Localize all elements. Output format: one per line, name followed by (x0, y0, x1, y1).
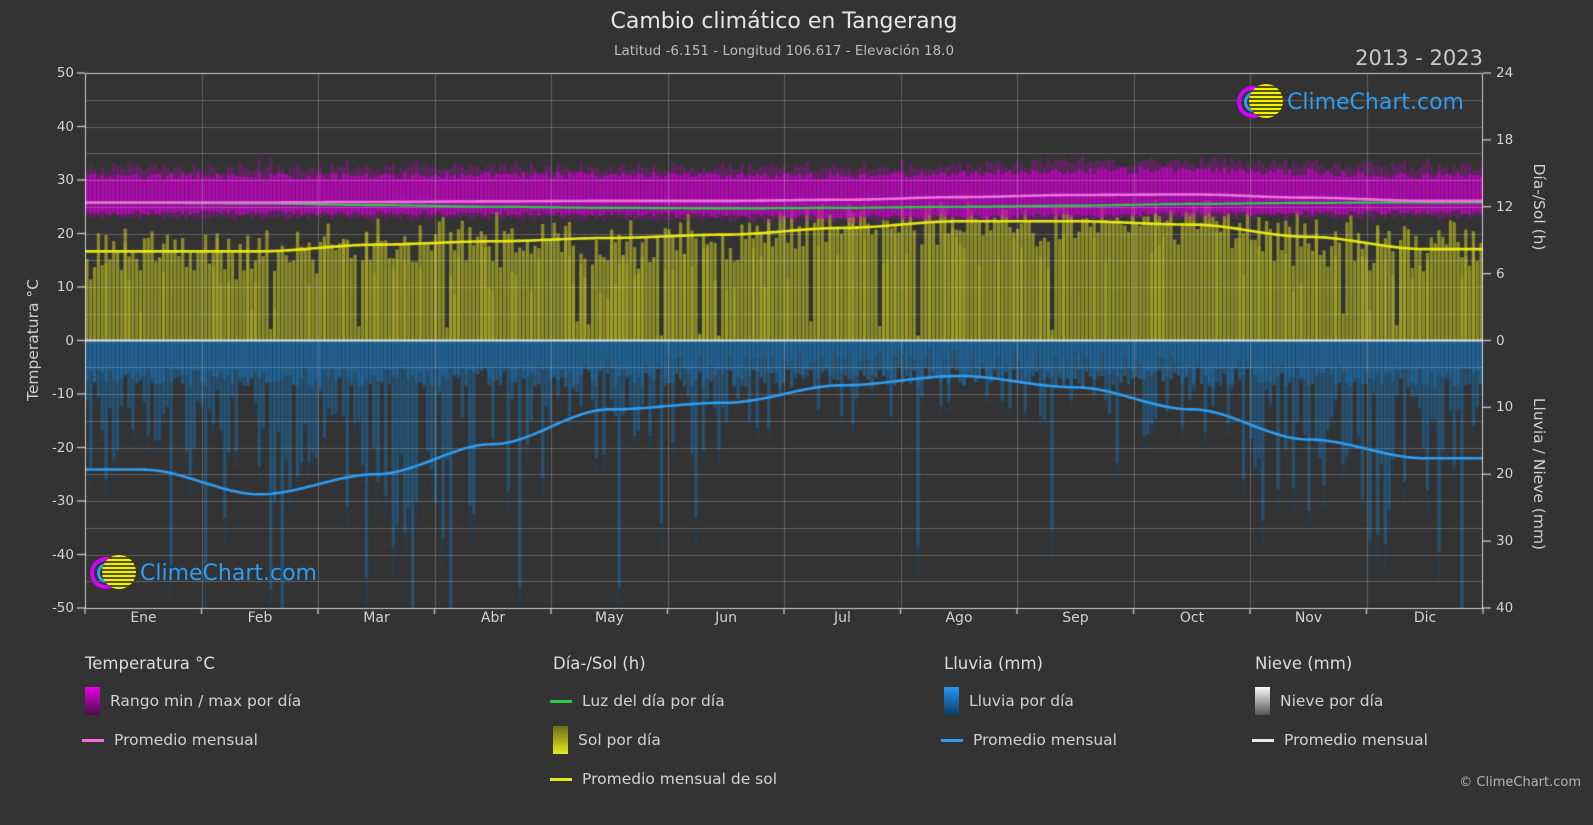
legend-item: Lluvia por día (944, 687, 1117, 715)
legend-item: Sol por día (553, 726, 777, 754)
rain-tick-label: 20 (1496, 466, 1514, 483)
x-axis-month-label: Feb (247, 610, 273, 626)
copyright-notice: © ClimeChart.com (1459, 775, 1581, 790)
legend-group-title: Temperatura °C (85, 654, 215, 673)
legend-item-label: Promedio mensual (973, 731, 1117, 749)
x-axis-month-label: Sep (1062, 610, 1089, 626)
watermark-text: ClimeChart.com (140, 560, 317, 586)
legend-item: Nieve por día (1255, 687, 1428, 715)
temp-tick-label: -30 (51, 493, 74, 509)
legend-item: Rango min / max por día (85, 687, 301, 715)
x-axis-month-label: Oct (1179, 610, 1205, 626)
sun-tick-label: 0 (1496, 332, 1505, 349)
legend-item-label: Lluvia por día (969, 692, 1074, 710)
legend-item: Promedio mensual (941, 726, 1117, 754)
legend-item-label: Sol por día (578, 731, 661, 749)
watermark-bottom-left[interactable]: ClimeChart.com (90, 555, 317, 591)
temp-tick-label: 10 (56, 279, 74, 295)
legend-item-label: Promedio mensual (114, 731, 258, 749)
y-axis-title-rain-snow: Lluvia / Nieve (mm) (1530, 397, 1548, 551)
temp-tick-label: 50 (56, 65, 74, 81)
temp-tick-label: -10 (51, 386, 74, 402)
x-axis-month-label: Nov (1294, 610, 1323, 626)
temp-tick-label: -50 (51, 600, 74, 616)
sun-tick-label: 18 (1496, 131, 1514, 148)
legend: Temperatura °C Rango min / max por día Pro… (0, 648, 1593, 808)
x-axis-month-label: Dic (1413, 610, 1437, 626)
sun-tick-label: 24 (1496, 65, 1514, 81)
climechart-logo-icon (90, 555, 136, 591)
gradient-magenta-swatch-icon (85, 687, 100, 715)
rain-tick-label: 10 (1496, 399, 1514, 416)
x-axis-month-label: Jun (715, 610, 737, 626)
y-axis-title-sun: Día-/Sol (h) (1530, 163, 1548, 251)
x-axis-month-label: Ago (945, 610, 973, 626)
x-axis-month-label: Mar (363, 610, 390, 626)
line-white-swatch-icon (1252, 738, 1274, 742)
legend-group: Lluvia (mm) Lluvia por día Promedio mensua… (941, 648, 1117, 765)
legend-item-label: Nieve por día (1280, 692, 1384, 710)
legend-group-title: Lluvia (mm) (944, 654, 1043, 673)
legend-group-title: Día-/Sol (h) (553, 654, 646, 673)
x-axis-month-label: Abr (480, 610, 506, 626)
legend-group: Día-/Sol (h) Luz del día por día Sol por d… (550, 648, 778, 804)
temp-tick-label: 30 (56, 172, 74, 188)
temp-tick-label: 20 (56, 225, 74, 242)
gradient-blue-swatch-icon (944, 687, 959, 715)
line-yellow-swatch-icon (550, 777, 572, 781)
sun-tick-label: 6 (1496, 265, 1505, 282)
line-magenta-swatch-icon (82, 738, 104, 742)
x-axis-month-label: Ene (130, 610, 157, 626)
legend-item: Luz del día por día (550, 687, 777, 715)
legend-group: Temperatura °C Rango min / max por día Pro… (82, 648, 301, 765)
legend-item-label: Promedio mensual de sol (582, 770, 778, 788)
legend-group-title: Nieve (mm) (1255, 654, 1353, 673)
rain-tick-label: 40 (1496, 600, 1514, 616)
page-title: Cambio climático en Tangerang (610, 9, 958, 34)
legend-item-label: Luz del día por día (582, 692, 725, 710)
legend-item-label: Promedio mensual (1284, 731, 1428, 749)
year-range: 2013 - 2023 (1355, 46, 1483, 70)
sun-tick-label: 12 (1496, 198, 1514, 215)
gradient-white-swatch-icon (1255, 687, 1270, 715)
line-green-swatch-icon (550, 699, 572, 703)
temp-tick-label: -40 (51, 546, 74, 563)
temp-tick-label: 40 (56, 118, 74, 135)
x-axis-month-label: May (595, 610, 624, 626)
x-axis-month-label: Jul (834, 610, 851, 626)
gradient-yellow-swatch-icon (553, 726, 568, 754)
line-blue-swatch-icon (941, 738, 963, 742)
legend-item: Promedio mensual (82, 726, 301, 754)
legend-item-label: Rango min / max por día (110, 692, 302, 710)
temp-tick-label: 0 (65, 332, 74, 349)
temp-tick-label: -20 (51, 439, 74, 456)
legend-group: Nieve (mm) Nieve por día Promedio mensual (1252, 648, 1428, 765)
legend-item: Promedio mensual (1252, 726, 1428, 754)
legend-item: Promedio mensual de sol (550, 765, 778, 793)
climechart-logo-icon (1237, 84, 1283, 120)
watermark-text: ClimeChart.com (1287, 89, 1464, 115)
watermark-top-right[interactable]: ClimeChart.com (1237, 84, 1464, 120)
rain-tick-label: 30 (1496, 533, 1514, 550)
page-subtitle: Latitud -6.151 - Longitud 106.617 - Elev… (613, 43, 955, 59)
